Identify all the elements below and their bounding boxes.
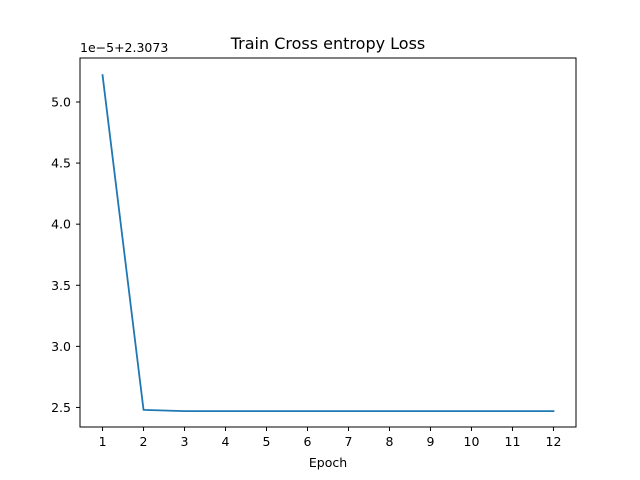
chart-title: Train Cross entropy Loss bbox=[230, 34, 426, 53]
x-axis: 1 2 3 4 5 6 7 8 9 10 11 12 bbox=[99, 427, 562, 449]
x-tick-label: 2 bbox=[140, 434, 148, 449]
x-axis-label: Epoch bbox=[309, 455, 347, 470]
x-tick-label: 11 bbox=[505, 434, 521, 449]
y-axis: 2.5 3.0 3.5 4.0 4.5 5.0 bbox=[51, 94, 80, 415]
series-line bbox=[101, 74, 555, 413]
y-tick-label: 4.0 bbox=[51, 217, 71, 232]
y-offset-text: 1e−5+2.3073 bbox=[80, 40, 168, 55]
series-group bbox=[101, 74, 555, 413]
x-tick-label: 5 bbox=[263, 434, 271, 449]
plot-frame bbox=[79, 57, 577, 428]
x-tick-label: 12 bbox=[546, 434, 562, 449]
x-tick-label: 3 bbox=[181, 434, 189, 449]
y-tick-label: 3.0 bbox=[51, 339, 71, 354]
x-tick-label: 8 bbox=[386, 434, 394, 449]
y-tick-label: 5.0 bbox=[51, 94, 71, 109]
y-tick-label: 4.5 bbox=[51, 156, 71, 171]
x-tick-label: 7 bbox=[345, 434, 353, 449]
y-tick-label: 2.5 bbox=[51, 400, 71, 415]
x-tick-label: 10 bbox=[464, 434, 480, 449]
x-tick-label: 6 bbox=[304, 434, 312, 449]
x-tick-label: 1 bbox=[99, 434, 107, 449]
x-tick-label: 9 bbox=[427, 434, 435, 449]
y-tick-label: 3.5 bbox=[51, 278, 71, 293]
x-tick-label: 4 bbox=[222, 434, 230, 449]
